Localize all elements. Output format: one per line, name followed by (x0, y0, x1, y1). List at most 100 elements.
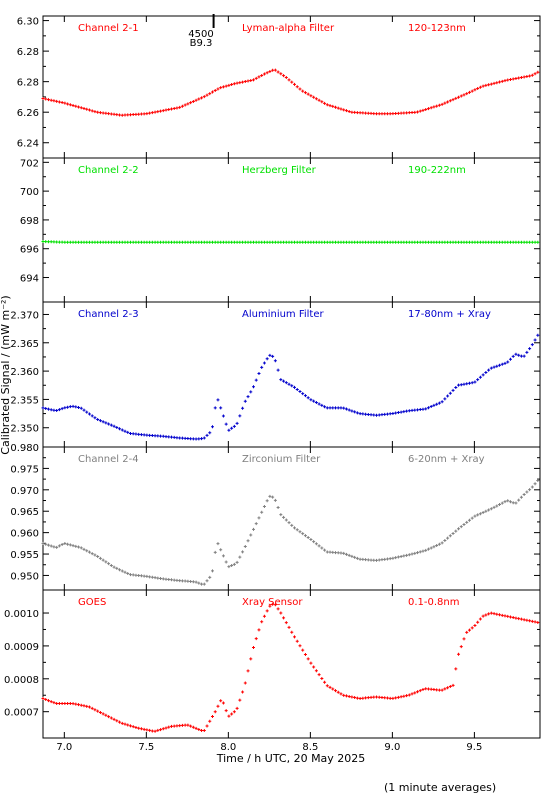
data-point (200, 240, 204, 244)
data-point (385, 696, 389, 700)
channel-label: Channel 2-4 (78, 454, 139, 465)
data-point (71, 103, 75, 107)
data-point (159, 434, 163, 438)
data-point (413, 240, 417, 244)
data-point (372, 112, 376, 116)
data-point (82, 408, 86, 412)
filter-label: Lyman-alpha Filter (242, 23, 335, 34)
data-point (421, 688, 425, 692)
data-point (399, 695, 403, 699)
data-point (68, 543, 72, 547)
data-point (243, 399, 247, 403)
data-point (514, 616, 518, 620)
data-point (301, 392, 305, 396)
data-point (273, 359, 277, 363)
data-point (530, 619, 534, 623)
data-point (331, 104, 335, 108)
data-point (290, 80, 294, 84)
data-point (276, 506, 280, 510)
data-point (279, 513, 283, 517)
data-point (328, 550, 332, 554)
data-point (366, 412, 370, 416)
data-point (118, 240, 122, 244)
data-point (164, 435, 168, 439)
data-point (478, 85, 482, 89)
data-point (107, 422, 111, 426)
data-point (98, 111, 102, 115)
data-point (87, 705, 91, 709)
data-point (358, 696, 362, 700)
data-point (57, 544, 61, 548)
data-point (219, 699, 223, 703)
data-point (252, 645, 256, 649)
data-point (243, 681, 247, 685)
data-point (443, 539, 447, 543)
data-point (457, 652, 461, 656)
data-point (405, 694, 409, 698)
data-point (325, 406, 329, 410)
data-point (375, 413, 379, 417)
channel-label: Channel 2-2 (78, 165, 139, 176)
data-point (77, 105, 81, 109)
data-point (213, 406, 217, 410)
y-tick-label: 700 (20, 187, 39, 198)
y-tick-label: 0.950 (10, 571, 39, 582)
data-point (208, 92, 212, 96)
data-point (191, 725, 195, 729)
data-point (323, 680, 327, 684)
data-point (167, 435, 171, 439)
averaging-note: (1 minute averages) (384, 781, 497, 794)
data-point (241, 406, 245, 410)
data-point (426, 687, 430, 691)
data-point (205, 433, 209, 437)
panel-frame (42, 157, 541, 303)
data-point (150, 240, 154, 244)
data-point (221, 701, 225, 705)
data-point (227, 240, 231, 244)
data-point (334, 551, 338, 555)
data-point (85, 107, 89, 111)
data-point (454, 529, 458, 533)
data-point (98, 419, 102, 423)
data-point (448, 391, 452, 395)
data-point (385, 112, 389, 116)
data-point (219, 86, 223, 90)
data-point (142, 727, 146, 731)
data-point (200, 437, 204, 441)
data-point (205, 724, 209, 728)
data-point (279, 240, 283, 244)
data-point (503, 79, 507, 83)
data-point (339, 240, 343, 244)
data-point (364, 412, 368, 416)
data-point (167, 577, 171, 581)
data-point (57, 240, 61, 244)
data-point (487, 240, 491, 244)
data-point (66, 542, 70, 546)
y-tick-label: 2.365 (10, 339, 39, 350)
series-3 (41, 333, 540, 441)
data-point (287, 382, 291, 386)
data-point (478, 375, 482, 379)
data-point (227, 428, 231, 432)
data-point (500, 240, 504, 244)
data-point (314, 240, 318, 244)
data-point (156, 110, 160, 114)
data-point (71, 404, 75, 408)
data-point (522, 618, 526, 622)
data-point (342, 693, 346, 697)
data-point (164, 726, 168, 730)
data-point (391, 556, 395, 560)
data-point (186, 102, 190, 106)
data-point (145, 433, 149, 437)
data-point (115, 113, 119, 117)
data-point (429, 405, 433, 409)
data-point (169, 107, 173, 111)
x-tick-label: 7.0 (56, 742, 72, 753)
data-point (260, 510, 264, 514)
data-point (328, 104, 332, 108)
data-point (55, 99, 59, 103)
data-point (161, 434, 165, 438)
data-point (60, 701, 64, 705)
data-point (85, 410, 89, 414)
data-point (383, 412, 387, 416)
